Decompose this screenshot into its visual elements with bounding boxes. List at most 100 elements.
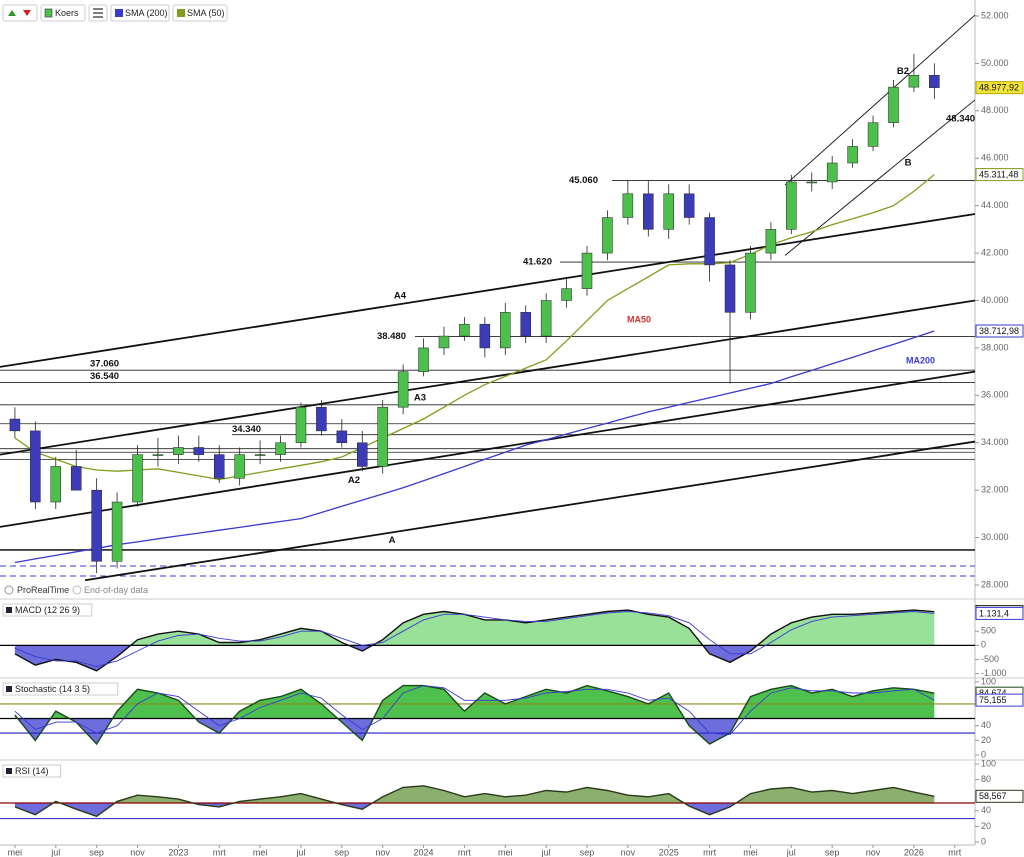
current-value-box — [975, 693, 1024, 707]
watermark: ProRealTime — [17, 585, 69, 595]
y-tick-label: 46.000 — [981, 153, 1009, 163]
candle-body — [357, 442, 368, 467]
current-value-label: 58,567 — [979, 791, 1007, 801]
legend-label: Koers — [55, 8, 79, 18]
ma-label: MA50 — [627, 314, 651, 324]
y-tick-label: 0 — [981, 836, 986, 846]
indicator-line — [14, 684, 935, 746]
indicator-line — [14, 609, 935, 672]
x-tick-label: mei — [743, 847, 758, 857]
legend-sma200[interactable] — [110, 4, 170, 22]
panel-title: MACD (12 26 9) — [15, 605, 80, 615]
x-tick-label: 2026 — [904, 847, 924, 857]
y-tick-label: 100 — [981, 676, 996, 686]
indicator-area — [14, 685, 935, 719]
ma-line — [14, 330, 935, 564]
x-tick-label: nov — [866, 847, 881, 857]
list-icon — [93, 8, 103, 18]
current-value-box — [975, 168, 1024, 182]
candle-body — [929, 75, 940, 88]
current-value-label: 48.977,92 — [979, 83, 1019, 93]
legend-swatch — [44, 8, 53, 18]
indicator-area — [14, 718, 935, 744]
y-tick-label: 40 — [981, 720, 991, 730]
y-tick-label: 42.000 — [981, 247, 1009, 257]
x-tick-label: sep — [580, 847, 595, 857]
candle-body — [561, 288, 572, 301]
legend-swatch — [177, 9, 185, 17]
x-tick-label: sep — [825, 847, 840, 857]
x-tick-label: mrt — [458, 847, 471, 857]
legend-swatch — [115, 9, 123, 17]
x-tick-label: mrt — [703, 847, 716, 857]
legend-label: SMA (200) — [125, 8, 168, 18]
candle-body — [70, 466, 82, 491]
trend-line — [784, 14, 976, 186]
candle-body — [173, 447, 184, 455]
candle-body — [826, 162, 838, 183]
x-tick-label: 2024 — [414, 847, 434, 857]
x-tick-label: mrt — [948, 847, 961, 857]
candle-body — [397, 371, 409, 408]
arrow-buttons[interactable] — [2, 4, 38, 22]
trend-line-label: A2 — [348, 475, 360, 486]
info-icon — [72, 585, 82, 595]
x-tick-label: jul — [50, 847, 60, 857]
candle-body — [643, 193, 654, 230]
x-tick-label: mei — [498, 847, 513, 857]
candle-body — [847, 146, 858, 164]
candle-body — [152, 454, 164, 456]
y-tick-label: 38.000 — [981, 342, 1009, 352]
candle-body — [908, 75, 920, 88]
current-value-box — [975, 606, 1024, 620]
trend-line — [84, 440, 976, 582]
up-arrow — [8, 10, 16, 16]
candle-body — [30, 430, 41, 503]
x-tick-label: mei — [8, 847, 23, 857]
candle-body — [275, 442, 286, 455]
panel-header — [2, 764, 62, 778]
current-value-label: 38.712,98 — [979, 326, 1019, 336]
indicator-area — [14, 803, 935, 817]
trend-line — [0, 213, 976, 368]
candle-body — [418, 347, 429, 372]
y-tick-label: 34.000 — [981, 437, 1009, 447]
toolbar: Koers SMA (200) SMA (50) — [2, 4, 228, 22]
panel-header — [2, 603, 93, 617]
indicator-area — [14, 645, 935, 671]
y-tick-label: 0 — [981, 749, 986, 759]
candle-body — [459, 323, 470, 337]
y-tick-label: 36.000 — [981, 390, 1009, 400]
trend-line-label: A3 — [414, 393, 426, 404]
candle-body — [581, 252, 593, 289]
x-tick-label: nov — [130, 847, 145, 857]
price-level-label: 36.540 — [90, 371, 119, 382]
y-tick-label: 40.000 — [981, 295, 1009, 305]
legend-sma50[interactable] — [172, 4, 228, 22]
price-level-label: 37.060 — [90, 359, 119, 370]
y-tick-label: 80 — [981, 774, 991, 784]
x-tick-label: mrt — [213, 847, 226, 857]
current-value-box — [975, 81, 1024, 95]
panel-title: RSI (14) — [15, 766, 49, 776]
y-tick-label: -1.000 — [981, 668, 1007, 678]
current-value-label: 84,674 — [979, 688, 1007, 698]
panel-icon — [6, 607, 12, 613]
y-tick-label: 50.000 — [981, 58, 1009, 68]
candle-body — [91, 489, 102, 562]
trend-line — [0, 299, 976, 456]
candle-body — [111, 501, 123, 562]
indicator-line — [14, 785, 935, 818]
current-value-box — [975, 324, 1024, 338]
candle-body — [888, 86, 899, 123]
candle-body — [745, 252, 756, 313]
candle-body — [193, 447, 205, 455]
candle-body — [377, 406, 388, 467]
candle-body — [316, 406, 327, 432]
y-tick-label: 40 — [981, 805, 991, 815]
candle-body — [786, 181, 797, 230]
candle-body — [540, 300, 552, 337]
candle-body — [622, 193, 634, 218]
candle-body — [295, 406, 307, 443]
price-level-label: 45.060 — [569, 175, 598, 186]
